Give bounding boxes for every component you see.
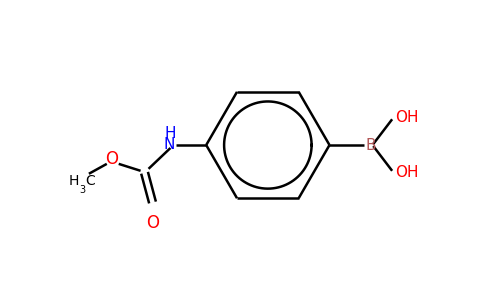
Text: OH: OH bbox=[395, 110, 419, 125]
Text: 3: 3 bbox=[79, 185, 85, 195]
Text: H: H bbox=[165, 126, 176, 141]
Text: O: O bbox=[146, 214, 159, 232]
Text: C: C bbox=[85, 174, 95, 188]
Text: OH: OH bbox=[395, 165, 419, 180]
Text: N: N bbox=[163, 136, 174, 152]
Text: O: O bbox=[105, 150, 118, 168]
Text: H: H bbox=[69, 174, 79, 188]
Text: B: B bbox=[365, 137, 376, 152]
